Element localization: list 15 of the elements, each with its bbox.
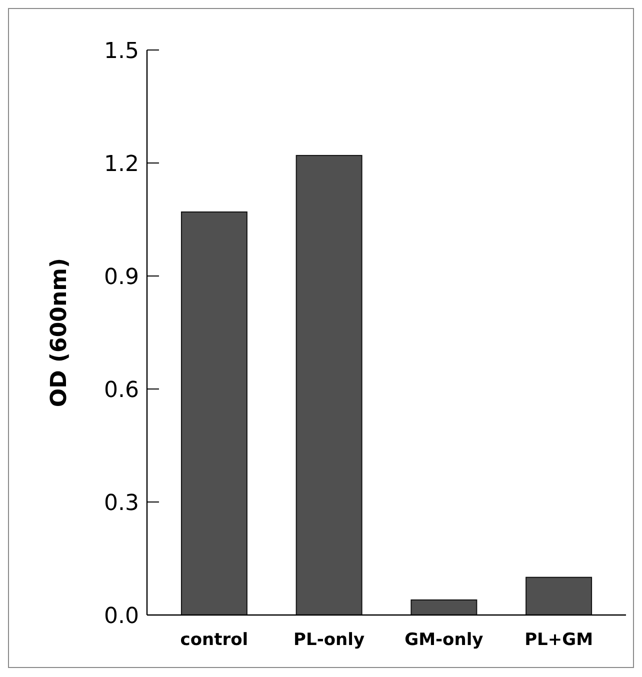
bar <box>180 211 248 616</box>
y-tick-label: 0.6 <box>104 378 139 403</box>
bar <box>410 599 478 616</box>
x-tick-label: PL+GM <box>524 630 594 650</box>
y-tick-label: 0.9 <box>104 264 139 290</box>
bar <box>296 154 362 616</box>
y-tick-label: 1.5 <box>104 38 139 64</box>
x-tick-label: PL-only <box>294 630 365 650</box>
y-tick-label: 0.3 <box>104 490 139 516</box>
y-tick-label: 0.0 <box>104 604 139 629</box>
y-tick-label: 1.2 <box>104 152 139 177</box>
bar <box>526 576 592 616</box>
x-tick-label: GM-only <box>404 630 484 650</box>
x-tick-label: control <box>180 630 248 650</box>
y-axis-title: OD (600nm) <box>47 258 72 408</box>
